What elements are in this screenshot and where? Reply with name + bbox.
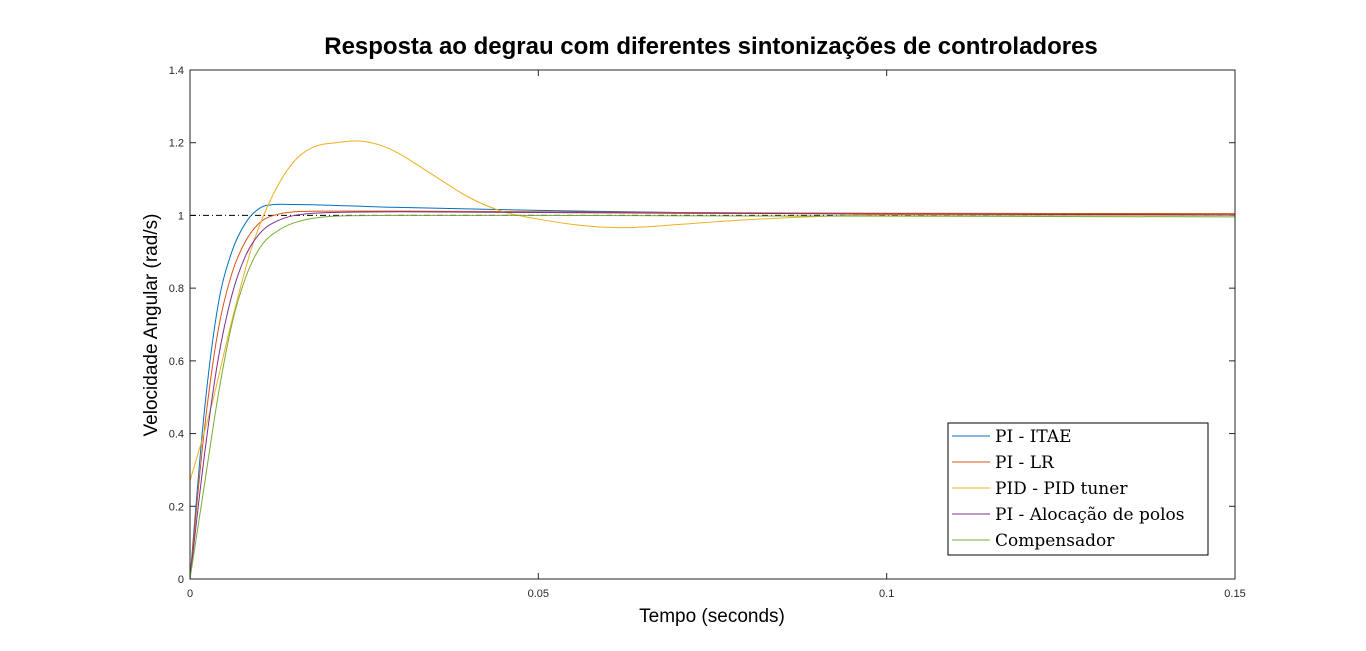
- x-tick-label: 0.15: [1224, 588, 1245, 600]
- y-tick-label: 1: [178, 210, 184, 222]
- legend-label-5: Compensador: [995, 531, 1115, 551]
- y-tick-label: 0.8: [169, 283, 184, 295]
- y-tick-label: 1.4: [169, 65, 184, 77]
- plot-frame: [189, 69, 1236, 580]
- x-tick-label: 0.1: [879, 588, 894, 600]
- series-line-4: [189, 211, 1236, 580]
- x-tick-label: 0: [187, 588, 193, 600]
- axis-ticks: 0 0.05 0.1 0.15 0 0.2 0.4 0.6 0.8 1 1.2 1.4: [169, 65, 1246, 600]
- legend-label-1: PI - ITAE: [995, 427, 1072, 447]
- chart-title: Resposta ao degrau com diferentes sinton…: [324, 33, 1098, 60]
- y-tick-label: 1.2: [169, 138, 184, 150]
- legend: PI - ITAE PI - LR PID - PID tuner PI - Aloc…: [947, 422, 1209, 556]
- series-line-2: [189, 210, 1236, 580]
- series-lines: [189, 140, 1236, 580]
- legend-box: [947, 422, 1209, 556]
- y-tick-label: 0: [178, 574, 184, 586]
- x-tick-label: 0.05: [528, 588, 549, 600]
- y-tick-label: 0.6: [169, 356, 184, 368]
- y-axis-label: Velocidade Angular (rad/s): [141, 214, 162, 437]
- legend-label-2: PI - LR: [995, 453, 1055, 473]
- y-tick-label: 0.2: [169, 501, 184, 513]
- legend-items: PI - ITAE PI - LR PID - PID tuner PI - Aloc…: [952, 427, 1184, 551]
- y-tick-label: 0.4: [169, 429, 184, 441]
- legend-label-3: PID - PID tuner: [995, 479, 1128, 499]
- x-axis-label: Tempo (seconds): [639, 606, 785, 627]
- series-line-5: [189, 214, 1236, 580]
- legend-label-4: PI - Alocação de polos: [995, 505, 1184, 525]
